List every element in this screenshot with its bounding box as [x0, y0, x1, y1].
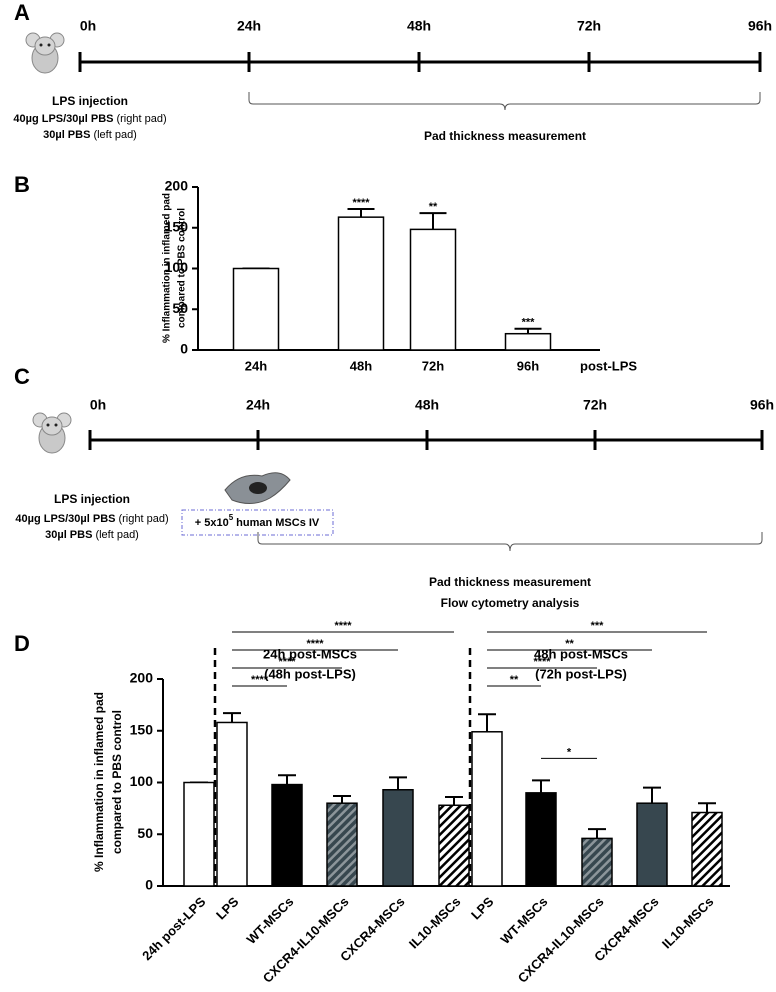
x-tick-label: 24h [245, 358, 267, 373]
timepoint-label: 24h [246, 397, 270, 413]
bar [636, 802, 668, 887]
comparison-label: **** [533, 656, 551, 668]
x-tick-label: IL10-MSCs [659, 894, 717, 952]
mouse-icon [32, 412, 72, 454]
timepoint-label: 72h [583, 397, 607, 413]
x-tick-label: WT-MSCs [498, 894, 551, 947]
significance-label: *** [522, 317, 536, 329]
bar [581, 837, 613, 887]
event-title: LPS injection [54, 492, 130, 506]
timeline: 0h 24h 48h 72h 96h [88, 397, 774, 450]
panel-letter: D [14, 631, 30, 656]
y-tick-label: 200 [165, 178, 189, 194]
y-tick-label: 100 [165, 259, 189, 275]
bracket-label: Pad thickness measurement [424, 129, 586, 143]
bracket-label: Flow cytometry analysis [441, 596, 580, 610]
bar [438, 804, 470, 887]
bracket-label: Pad thickness measurement [429, 575, 591, 589]
group-title: (72h post-LPS) [535, 666, 627, 681]
x-axis-label: post-LPS [580, 358, 637, 373]
timepoint-label: 48h [415, 397, 439, 413]
event-line: 40µg LPS/30µl PBS (right pad) [13, 113, 166, 125]
bar-chart: D % Inflammation in inflamed pad compared … [14, 620, 730, 986]
event-line: 40µg LPS/30µl PBS (right pad) [15, 513, 168, 525]
y-axis-label: compared to PBS control [110, 710, 124, 854]
x-tick-label: LPS [468, 894, 497, 923]
timeline: 0h 24h 48h 72h 96h [78, 18, 772, 72]
x-tick-label: LPS [213, 894, 242, 923]
x-tick-label: 72h [422, 358, 444, 373]
timepoint-label: 96h [748, 18, 772, 34]
bar [216, 721, 248, 887]
comparison-label: *** [591, 620, 605, 632]
y-axis-label: % Inflammation in inflamed pad [92, 692, 106, 872]
mouse-icon [25, 32, 65, 74]
msc-icon [224, 472, 291, 504]
timepoint-label: 0h [80, 18, 96, 34]
x-tick-label: WT-MSCs [244, 894, 297, 947]
y-tick-label: 0 [145, 877, 153, 893]
timepoint-label: 0h [90, 397, 106, 413]
y-tick-label: 200 [130, 670, 154, 686]
group-title: (48h post-LPS) [264, 666, 356, 681]
event-line: 30µl PBS (left pad) [45, 529, 139, 541]
bracket [257, 532, 763, 552]
panel-letter: C [14, 364, 30, 389]
bar [409, 228, 457, 351]
timepoint-label: 72h [577, 18, 601, 34]
bar-chart: B % Inflammation in inflamed pad compared … [14, 172, 637, 374]
bar [471, 731, 503, 887]
bracket [248, 92, 761, 111]
x-tick-label: 24h post-LPS [139, 894, 209, 964]
bar [382, 788, 414, 887]
x-tick-label: 48h [350, 358, 372, 373]
treatment-box [181, 509, 334, 536]
timepoint-label: 96h [750, 397, 774, 413]
bar [691, 811, 723, 887]
comparison-label: **** [306, 638, 324, 650]
bar [271, 783, 303, 887]
comparison-label: **** [251, 674, 269, 686]
y-tick-label: 100 [130, 773, 154, 789]
event-title: LPS injection [52, 94, 128, 108]
significance-label: ** [429, 201, 438, 213]
panel-letter: A [14, 0, 30, 25]
charts: B % Inflammation in inflamed pad compared … [14, 172, 730, 986]
bar [232, 267, 280, 351]
y-tick-label: 150 [130, 721, 154, 737]
bar [337, 216, 385, 351]
y-tick-label: 50 [137, 825, 153, 841]
x-tick-label: 96h [517, 358, 539, 373]
bar [183, 781, 215, 887]
comparison-label: ** [510, 674, 519, 686]
y-tick-label: 50 [172, 300, 188, 316]
timepoint-label: 48h [407, 18, 431, 34]
y-axis-label: % Inflammation in inflamed pad [162, 193, 173, 343]
panel-letter: B [14, 172, 30, 197]
event-line: 30µl PBS (left pad) [43, 129, 137, 141]
comparison-label: **** [278, 656, 296, 668]
y-tick-label: 0 [180, 341, 188, 357]
bar [525, 792, 557, 887]
comparison-label: **** [334, 620, 352, 632]
timepoint-label: 24h [237, 18, 261, 34]
bar [504, 332, 552, 351]
comparison-label: * [567, 746, 572, 758]
treatment-label: + 5x105 human MSCs IV [195, 513, 320, 529]
bar [326, 802, 358, 887]
y-tick-label: 150 [165, 218, 189, 234]
comparison-label: ** [565, 638, 574, 650]
x-tick-label: IL10-MSCs [406, 894, 464, 952]
y-axis-label: compared to PBS control [177, 208, 188, 328]
significance-label: **** [352, 197, 370, 209]
